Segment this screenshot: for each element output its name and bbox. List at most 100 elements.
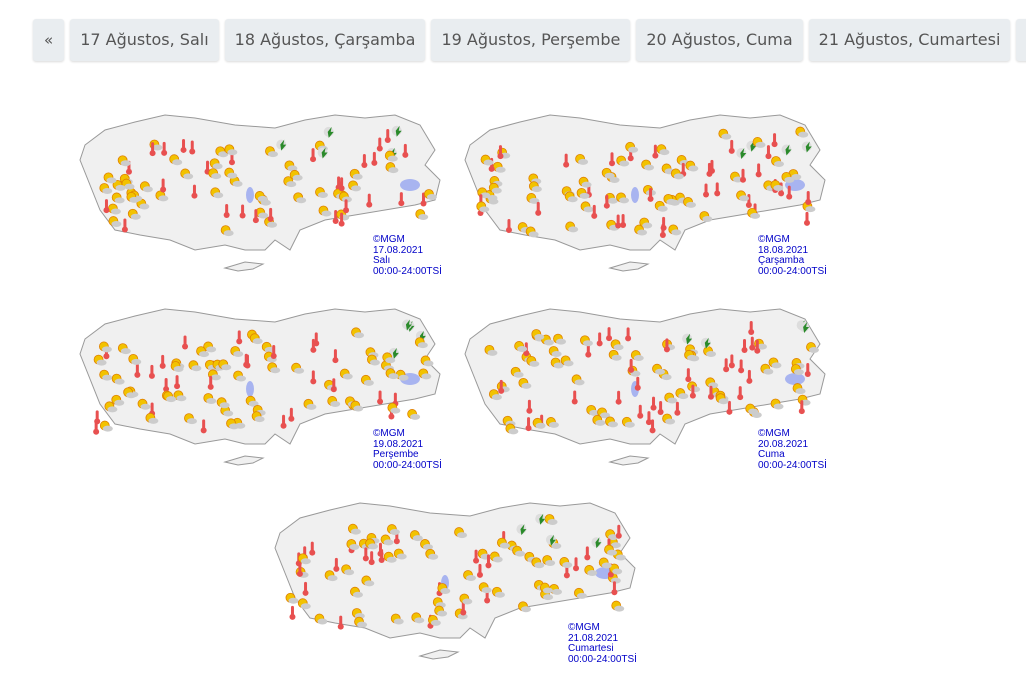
sunny-partly-cloudy-icon [578,176,592,188]
weather-map-17[interactable]: ©MGM 17.08.2021 Salı 00:00-24:00TSİ [75,100,445,285]
weather-map-21[interactable]: ©MGM 21.08.2021 Cumartesi 00:00-24:00TSİ [270,488,640,673]
next-button[interactable]: » [1016,19,1026,61]
sunny-partly-cloudy-icon [285,592,299,604]
hot-thermometer-icon [674,401,681,416]
sunny-partly-cloudy-icon [434,605,448,617]
sunny-partly-cloudy-icon [341,564,355,576]
copyright: ©MGM [373,428,405,439]
sunny-partly-cloudy-icon [339,368,353,380]
sunny-partly-cloudy-icon [488,182,502,194]
hot-thermometer-icon [723,358,730,373]
sunny-partly-cloudy-icon [553,333,567,345]
sunny-partly-cloudy-icon [454,608,468,620]
sunny-partly-cloudy-icon [747,207,761,219]
sunny-partly-cloudy-icon [639,217,653,229]
sunny-partly-cloudy-icon [420,539,433,550]
sunny-partly-cloudy-icon [196,346,210,358]
hot-thermometer-icon [161,141,168,156]
hot-thermometer-icon [280,414,287,429]
cyprus [223,261,265,272]
map-caption: ©MGM 18.08.2021 Çarşamba 00:00-24:00TSİ [758,234,827,277]
hot-thermometer-icon [738,359,745,374]
hot-thermometer-icon [223,204,230,219]
hot-thermometer-icon [714,182,721,197]
sunny-partly-cloudy-icon [180,168,194,180]
sunny-partly-cloudy-icon [251,411,265,423]
prev-button[interactable]: « [33,19,65,61]
hot-thermometer-icon [660,216,667,231]
hot-thermometer-icon [584,546,591,561]
sunny-partly-cloudy-icon [654,200,668,212]
hot-thermometer-icon [505,219,512,234]
sunny-partly-cloudy-icon [111,373,125,385]
cyprus [608,455,650,466]
copyright: ©MGM [758,234,790,245]
sunny-partly-cloudy-icon [350,400,364,412]
country-outline [274,502,636,639]
sunny-partly-cloudy-icon [126,192,140,203]
sunny-partly-cloudy-icon [518,377,532,389]
day-tab-18[interactable]: 18 Ağustos, Çarşamba [224,19,426,61]
weather-map-19[interactable]: ©MGM 19.08.2021 Perşembe 00:00-24:00TSİ [75,294,445,479]
sunny-partly-cloudy-icon [542,555,556,567]
turkey-map [464,308,826,466]
sunny-partly-cloudy-icon [215,146,229,158]
map-day: Salı [373,255,391,266]
sunny-partly-cloudy-icon [616,155,630,167]
hot-thermometer-icon [596,332,603,347]
sunny-partly-cloudy-icon [518,601,531,613]
sunny-partly-cloudy-icon [574,587,587,599]
hot-thermometer-icon [384,129,391,144]
map-date: 21.08.2021 [568,632,619,644]
day-tab-17[interactable]: 17 Ağustos, Salı [70,19,219,61]
sunny-partly-cloudy-icon [736,190,750,202]
lake-van [400,179,420,191]
sunny-partly-cloudy-icon [463,570,477,582]
sunny-partly-cloudy-icon [104,401,118,413]
hot-thermometer-icon [650,396,657,411]
map-day: Çarşamba [758,255,805,266]
weather-map-20[interactable]: ©MGM 20.08.2021 Cuma 00:00-24:00TSİ [460,294,830,479]
sunny-partly-cloudy-icon [188,360,202,372]
sunny-partly-cloudy-icon [233,370,247,382]
sunny-partly-cloudy-icon [550,357,564,369]
sunny-partly-cloudy-icon [795,126,809,138]
country-outline [464,308,826,445]
hot-thermometer-icon [498,379,505,394]
hot-thermometer-icon [746,369,753,384]
weather-map-18[interactable]: ©MGM 18.08.2021 Çarşamba 00:00-24:00TSİ [460,100,830,285]
sunny-partly-cloudy-icon [123,387,137,399]
hot-thermometer-icon [703,183,710,198]
sunny-partly-cloudy-icon [532,417,546,429]
sunny-partly-cloudy-icon [220,225,234,237]
hot-thermometer-icon [728,139,735,154]
map-day: Cuma [758,449,785,460]
day-tab-20[interactable]: 20 Ağustos, Cuma [636,19,803,61]
day-tab-21[interactable]: 21 Ağustos, Cumartesi [808,19,1011,61]
sunny-partly-cloudy-icon [409,530,423,542]
thunderstorm-icon [317,147,328,159]
sunny-partly-cloudy-icon [218,359,232,371]
hot-thermometer-icon [94,410,101,425]
day-tab-19[interactable]: 19 Ağustos, Perşembe [431,19,631,61]
sunny-partly-cloudy-icon [476,201,490,213]
hot-thermometer-icon [252,209,259,224]
hot-thermometer-icon [637,404,644,419]
hot-thermometer-icon [310,148,317,163]
lake-van [785,373,805,385]
sunny-partly-cloudy-icon [718,128,732,140]
sunny-partly-cloudy-icon [99,420,113,432]
hot-thermometer-icon [476,563,483,578]
hot-thermometer-icon [748,321,755,336]
hot-thermometer-icon [189,140,196,155]
sunny-partly-cloudy-icon [414,337,428,349]
sunny-partly-cloudy-icon [385,162,399,174]
sunny-partly-cloudy-icon [454,527,468,539]
hot-thermometer-icon [159,354,166,369]
sunny-partly-cloudy-icon [575,153,589,165]
hot-thermometer-icon [270,344,277,359]
thunderstorm-icon [535,513,546,525]
hot-thermometer-icon [309,541,316,556]
sunny-partly-cloudy-icon [478,582,492,594]
hot-thermometer-icon [804,362,811,377]
